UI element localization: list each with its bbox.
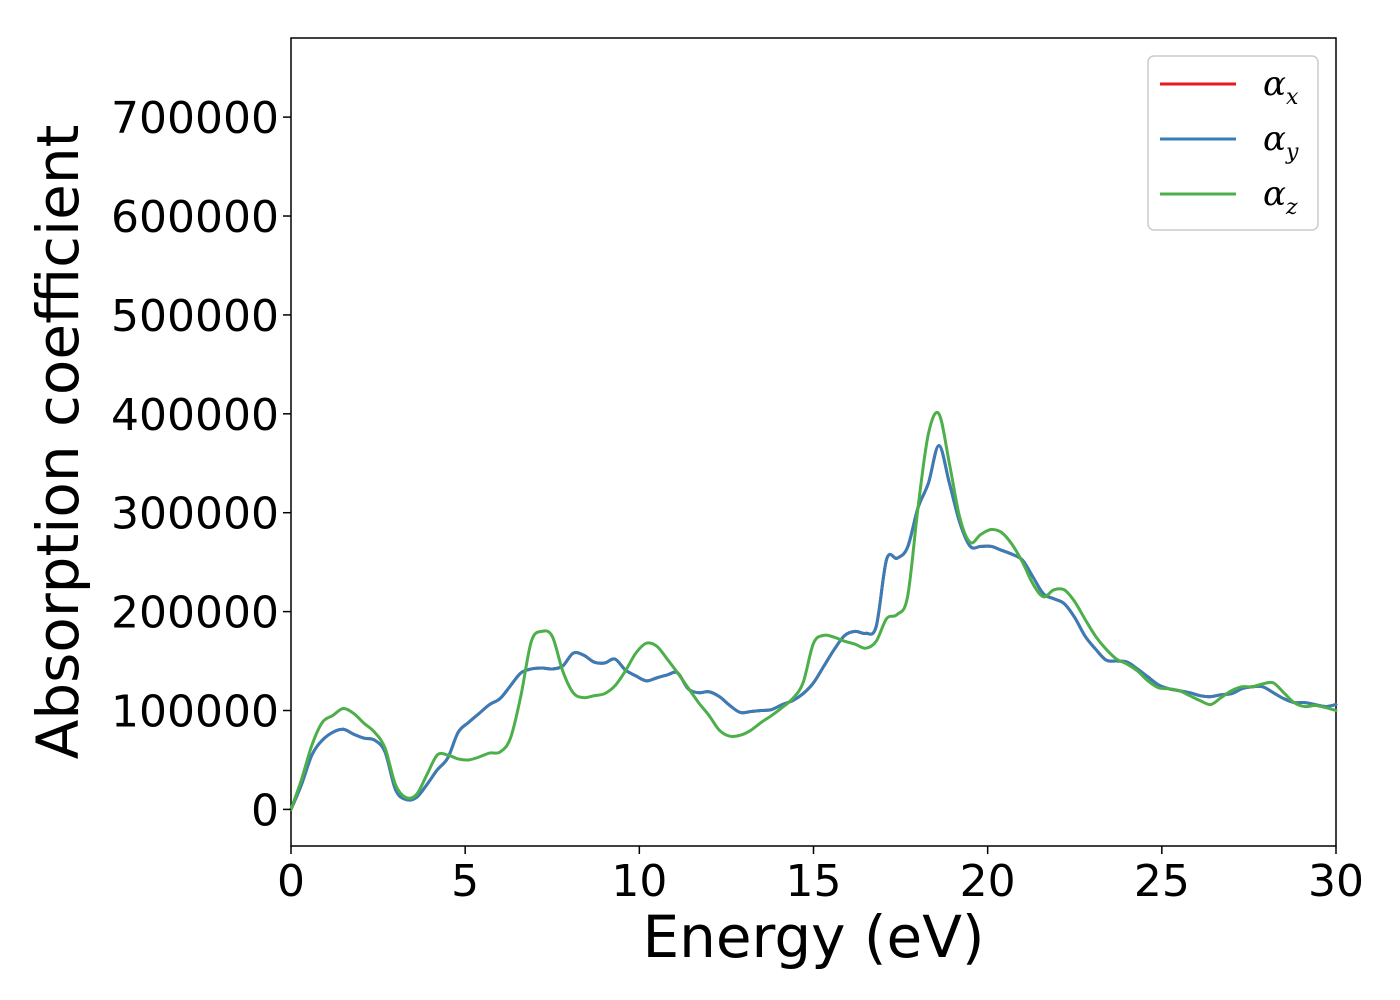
y-tick-label: 600000 [111,192,279,243]
x-tick-label: 30 [1308,856,1364,907]
x-tick-label: 15 [786,856,842,907]
y-tick-label: 0 [251,785,279,836]
y-axis-ticks: 0 100000 200000 300000 400000 500000 600000 700… [111,93,291,836]
x-axis-title: Energy (eV) [642,903,984,971]
series-line-z [289,411,1338,811]
y-tick-label: 400000 [111,390,279,441]
series-line-y [289,443,1338,811]
x-tick-label: 10 [611,856,667,907]
legend-box [1147,55,1319,231]
series-layer [289,411,1338,811]
y-tick-label: 500000 [111,291,279,342]
legend-label-z: αz [1263,174,1298,220]
y-axis-title: Absorption coefficient [24,125,92,760]
y-tick-label: 100000 [111,687,279,738]
y-tick-label: 300000 [111,489,279,540]
x-axis-ticks: 0 5 10 15 20 25 30 [277,846,1364,907]
x-tick-label: 25 [1134,856,1190,907]
y-tick-label: 700000 [111,93,279,144]
x-tick-label: 5 [451,856,479,907]
x-tick-label: 20 [960,856,1016,907]
x-tick-label: 0 [277,856,305,907]
y-tick-label: 200000 [111,588,279,639]
